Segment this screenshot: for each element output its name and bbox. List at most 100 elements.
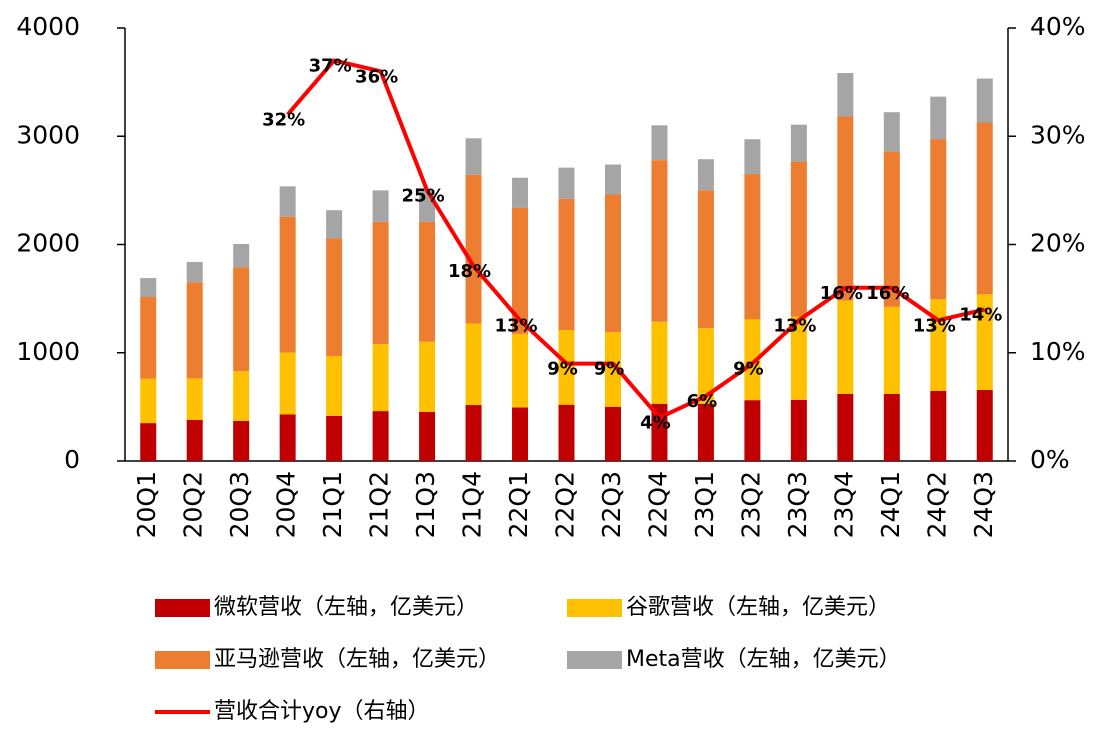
x-tick-label: 24Q3 (969, 471, 998, 538)
x-tick-label: 24Q1 (876, 471, 905, 538)
bar-segment (744, 400, 761, 461)
y2-tick-label: 20% (1030, 229, 1086, 258)
y-tick-label: 3000 (16, 120, 80, 149)
bar-segment (326, 210, 343, 239)
data-label: 9% (594, 359, 625, 380)
data-label: 13% (913, 315, 956, 336)
bar-segment (186, 261, 203, 283)
bar-segment (326, 415, 343, 461)
data-label: 9% (547, 359, 578, 380)
bar-segment (465, 323, 482, 406)
bar-segment (372, 190, 389, 222)
bar-segment (697, 159, 714, 191)
bar-segment (930, 96, 947, 140)
bar-segment (465, 405, 482, 461)
bar-segment (558, 198, 575, 331)
y-tick-label: 2000 (16, 229, 80, 258)
bar-segment (558, 330, 575, 405)
bar-segment (372, 344, 389, 412)
bar-segment (604, 406, 621, 461)
legend-label: 谷歌营收（左轴，亿美元） (626, 595, 890, 620)
legend-label: 亚马逊营收（左轴，亿美元） (214, 647, 500, 672)
y2-tick-label: 30% (1030, 120, 1086, 149)
y-tick-label: 4000 (16, 12, 80, 41)
x-tick-label: 23Q2 (736, 471, 765, 538)
data-label: 4% (640, 413, 671, 434)
data-label: 25% (402, 185, 445, 206)
x-tick-label: 23Q3 (783, 471, 812, 538)
bar-segment (186, 378, 203, 420)
x-tick-label: 20Q1 (132, 471, 161, 538)
legend-label: 营收合计yoy（右轴） (214, 699, 430, 724)
bar-segment (790, 399, 807, 461)
bar-segment (186, 282, 203, 379)
bar-segment (976, 389, 993, 461)
bar-segment (279, 352, 296, 415)
bar-segment (883, 306, 900, 394)
bar-segment (140, 378, 157, 424)
legend-label: 微软营收（左轴，亿美元） (214, 595, 478, 620)
bar-segment (419, 221, 436, 342)
bar-segment (604, 194, 621, 333)
bar-segment (140, 423, 157, 461)
data-label: 16% (820, 283, 863, 304)
bar-segment (233, 420, 250, 461)
bar-segment (279, 216, 296, 353)
bar-segment (419, 341, 436, 412)
y-tick-label: 0 (64, 445, 80, 474)
bar-segment (512, 207, 529, 334)
bar-segment (140, 278, 157, 298)
x-tick-label: 21Q3 (411, 471, 440, 538)
bar-segment (697, 190, 714, 329)
x-tick-label: 22Q1 (504, 471, 533, 538)
x-tick-label: 22Q3 (597, 471, 626, 538)
data-label: 13% (773, 315, 816, 336)
bar-segment (186, 419, 203, 461)
bar-segment (372, 221, 389, 345)
bar-segment (233, 267, 250, 372)
bar-segment (697, 403, 714, 461)
bar-segment (558, 167, 575, 199)
bar-segment (512, 407, 529, 461)
x-tick-label: 22Q4 (643, 471, 672, 538)
bar-segment (976, 294, 993, 390)
data-label: 13% (494, 315, 537, 336)
data-label: 36% (355, 66, 398, 87)
bar-segment (604, 332, 621, 407)
legend-swatch (155, 599, 210, 617)
x-tick-label: 21Q4 (458, 471, 487, 538)
bar-segment (744, 173, 761, 320)
bar-segment (326, 355, 343, 416)
x-tick-label: 24Q2 (922, 471, 951, 538)
x-tick-label: 20Q3 (225, 471, 254, 538)
data-label: 18% (448, 261, 491, 282)
x-tick-label: 20Q4 (272, 471, 301, 538)
bar-segment (744, 139, 761, 174)
bar-segment (512, 333, 529, 408)
bar-segment (883, 393, 900, 461)
legend-swatch (567, 599, 622, 617)
bar-segment (883, 151, 900, 307)
bar-segment (837, 300, 854, 394)
x-tick-label: 21Q2 (365, 471, 394, 538)
bar-segment (465, 174, 482, 324)
bar-segment (930, 299, 947, 391)
y2-tick-label: 0% (1030, 445, 1070, 474)
line (286, 58, 986, 420)
bar-segment (651, 403, 668, 461)
bar-segment (837, 393, 854, 461)
legend-label: Meta营收（左轴，亿美元） (626, 647, 901, 672)
x-tick-label: 23Q4 (829, 471, 858, 538)
bar-segment (465, 138, 482, 175)
bar-segment (326, 238, 343, 356)
bar-segment (419, 411, 436, 461)
legend-swatch (155, 651, 210, 669)
data-label: 14% (959, 304, 1002, 325)
bar-segment (790, 316, 807, 400)
bar-segment (744, 319, 761, 401)
x-tick-label: 20Q2 (179, 471, 208, 538)
bar-segment (976, 122, 993, 295)
bar-segment (233, 243, 250, 268)
bar-segment (279, 414, 296, 461)
bar-segment (976, 78, 993, 123)
